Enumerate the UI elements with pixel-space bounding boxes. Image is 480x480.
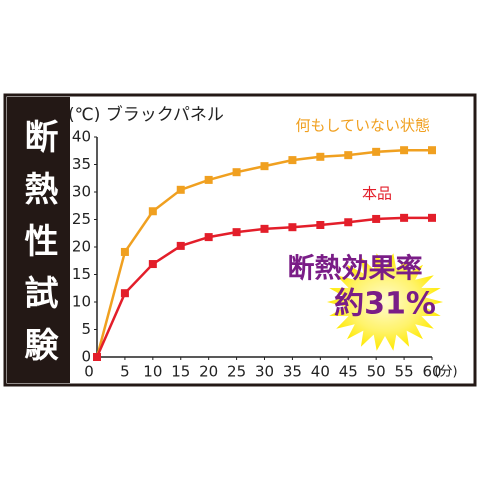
point <box>428 146 436 155</box>
point <box>204 175 213 184</box>
side-title: 断熱性試験 <box>7 97 70 383</box>
frame <box>3 93 477 387</box>
point <box>288 223 297 232</box>
y-axis-label: (℃) ブラックパネル <box>68 104 224 125</box>
point <box>120 289 129 298</box>
x-tick-label: 10 <box>143 363 162 381</box>
x-tick-label: 5 <box>120 363 130 381</box>
x-axis-label: (分) <box>434 365 457 380</box>
point <box>372 147 381 156</box>
point <box>344 151 353 160</box>
x-tick-label: 15 <box>171 363 190 381</box>
starburst <box>327 253 443 351</box>
y-tick-label: 10 <box>72 293 91 311</box>
point <box>176 241 185 250</box>
x-tick-label: 35 <box>283 363 302 381</box>
point <box>120 247 129 256</box>
x-tick-label: 0 <box>84 363 94 381</box>
point <box>93 353 101 361</box>
y-tick-label: 40 <box>72 128 91 146</box>
point <box>372 214 381 223</box>
y-tick-label: 5 <box>81 320 91 338</box>
point <box>204 233 213 242</box>
point <box>288 156 297 165</box>
point <box>148 260 157 269</box>
point <box>400 213 409 222</box>
y-tick-label: 15 <box>72 265 91 283</box>
headline: 断熱効果率 <box>288 253 423 285</box>
x-tick-label: 45 <box>339 363 358 381</box>
y-tick-label: 20 <box>72 238 91 256</box>
x-tick-label: 60 <box>422 363 441 381</box>
point <box>316 221 325 229</box>
point <box>176 185 185 194</box>
series-label: 本品 <box>362 184 392 202</box>
y-tick-label: 0 <box>81 348 91 366</box>
series-label: 何もしていない状態 <box>295 117 430 135</box>
x-tick-label: 20 <box>199 363 218 381</box>
point <box>316 152 325 161</box>
point <box>148 207 157 216</box>
x-tick-label: 25 <box>227 363 246 381</box>
x-tick-label: 40 <box>311 363 330 381</box>
point <box>232 168 241 177</box>
y-tick-label: 30 <box>72 183 91 201</box>
y-tick-label: 35 <box>72 155 91 173</box>
point <box>260 162 269 171</box>
point <box>400 146 409 155</box>
x-tick-label: 50 <box>367 363 386 381</box>
point <box>428 213 436 222</box>
rate: 約31% <box>334 287 436 322</box>
x-tick-label: 55 <box>395 363 414 381</box>
y-tick-label: 25 <box>72 210 91 228</box>
point <box>260 224 269 233</box>
x-tick-label: 30 <box>255 363 274 381</box>
point <box>344 218 353 227</box>
point <box>232 228 241 237</box>
